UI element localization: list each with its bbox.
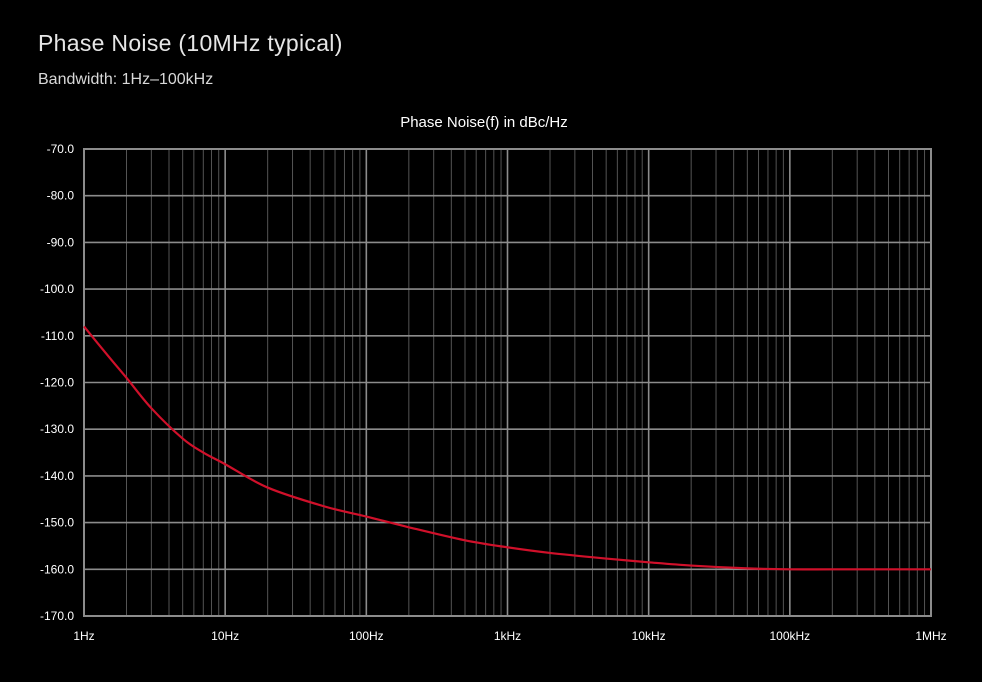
phase-noise-series-line	[83, 325, 931, 571]
x-tick-label: 100kHz	[769, 629, 810, 643]
y-tick-label: -110.0	[41, 329, 74, 343]
series-layer	[83, 325, 931, 571]
y-tick-label: -100.0	[40, 282, 74, 296]
y-tick-label: -170.0	[40, 609, 74, 623]
page-heading: Phase Noise (10MHz typical)	[38, 30, 343, 56]
y-tick-label: -150.0	[40, 516, 74, 530]
x-tick-label: 1Hz	[73, 629, 94, 643]
x-tick-label: 1MHz	[915, 629, 946, 643]
y-tick-label: -160.0	[40, 562, 74, 576]
x-tick-label: 100Hz	[349, 629, 384, 643]
y-tick-label: -120.0	[40, 376, 74, 390]
x-tick-label: 10Hz	[211, 629, 239, 643]
y-tick-label: -140.0	[40, 469, 74, 483]
y-tick-label: -90.0	[47, 235, 75, 249]
chart-title: Phase Noise(f) in dBc/Hz	[400, 114, 568, 131]
y-tick-label: -80.0	[47, 189, 75, 203]
x-tick-label: 10kHz	[632, 629, 666, 643]
plot-frame	[83, 148, 932, 617]
y-tick-label: -70.0	[47, 142, 75, 156]
grid	[83, 148, 932, 617]
y-tick-label: -130.0	[40, 422, 74, 436]
axis-labels: -70.0 -80.0 -90.0 -100.0 -110.0 -120.0 -130.0 -…	[40, 142, 947, 643]
x-tick-label: 1kHz	[494, 629, 521, 643]
page-subheading: Bandwidth: 1Hz–100kHz	[38, 71, 214, 88]
